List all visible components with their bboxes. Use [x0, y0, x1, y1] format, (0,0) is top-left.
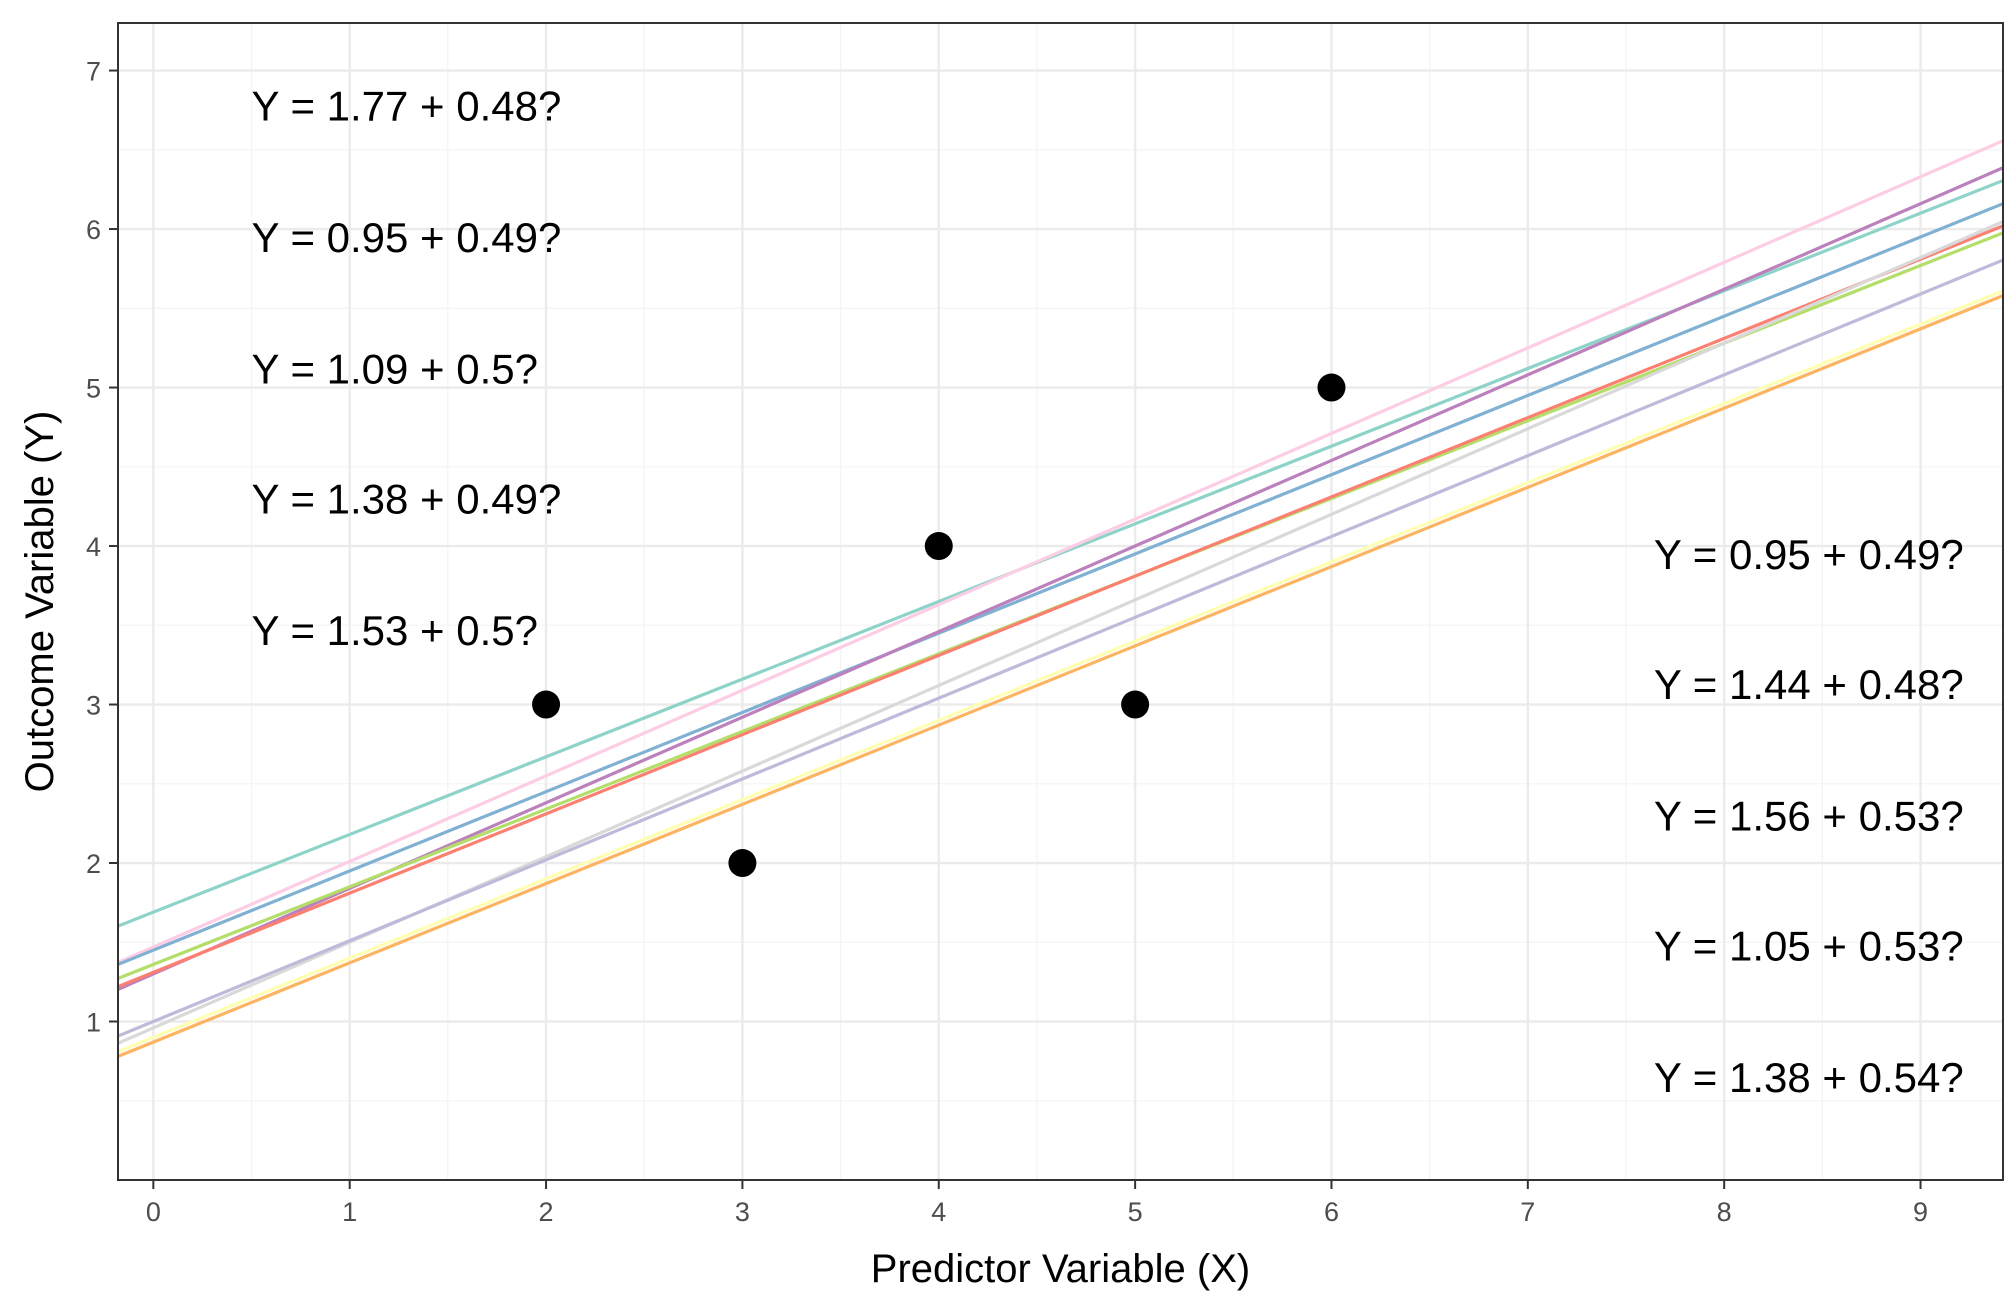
x-tick-label: 7: [1520, 1197, 1535, 1227]
grid-major: [118, 23, 2003, 1180]
x-tick-label: 6: [1324, 1197, 1339, 1227]
y-tick-label: 4: [86, 532, 101, 562]
regression-line: [118, 139, 2003, 964]
regression-line: [118, 258, 2003, 1038]
data-point: [532, 690, 561, 719]
y-tick-label: 1: [86, 1008, 101, 1038]
y-tick-label: 3: [86, 691, 101, 721]
y-tick-label: 6: [86, 215, 101, 245]
regression-line: [118, 294, 2003, 1058]
equation-label: Y = 1.38 + 0.49?: [252, 475, 562, 522]
x-tick-label: 4: [931, 1197, 946, 1227]
x-tick-label: 8: [1717, 1197, 1732, 1227]
equation-label: Y = 1.38 + 0.54?: [1654, 1054, 1964, 1101]
regression-line: [118, 166, 2003, 991]
data-point: [924, 532, 953, 561]
equation-label: Y = 1.09 + 0.5?: [252, 346, 538, 393]
x-tick-label: 1: [342, 1197, 357, 1227]
x-tick-label: 2: [539, 1197, 554, 1227]
x-tick-label: 0: [146, 1197, 161, 1227]
y-tick-label: 2: [86, 849, 101, 879]
equation-annotations: Y = 1.77 + 0.48? Y = 0.95 + 0.49? Y = 1.09…: [252, 82, 1964, 1101]
plot-panel: [118, 23, 2003, 1180]
panel-border: [117, 22, 2004, 1181]
regression-lines: [118, 139, 2003, 1058]
y-tick-label: 7: [86, 57, 101, 87]
regression-line: [118, 289, 2003, 1054]
data-point: [1121, 690, 1150, 719]
equation-label: Y = 1.05 + 0.53?: [1654, 922, 1964, 969]
data-points: [532, 373, 1346, 878]
x-axis-title: Predictor Variable (X): [871, 1247, 1250, 1291]
x-tick-label: 9: [1913, 1197, 1928, 1227]
equation-label: Y = 0.95 + 0.49?: [1654, 531, 1964, 578]
y-axis-ticks: 1 2 3 4 5 6 7: [86, 57, 118, 1038]
y-tick-label: 5: [86, 374, 101, 404]
x-tick-label: 3: [735, 1197, 750, 1227]
x-tick-label: 5: [1128, 1197, 1143, 1227]
y-axis-title: Outcome Variable (Y): [18, 411, 62, 793]
equation-label: Y = 0.95 + 0.49?: [252, 214, 562, 261]
data-point: [728, 849, 757, 878]
regression-line: [118, 202, 2003, 966]
regression-line: [118, 224, 2003, 989]
equation-label: Y = 1.77 + 0.48?: [252, 82, 562, 129]
equation-label: Y = 1.56 + 0.53?: [1654, 792, 1964, 839]
x-axis-ticks: 0 1 2 3 4 5 6 7 8 9: [146, 1180, 1928, 1227]
equation-label: Y = 1.53 + 0.5?: [252, 607, 538, 654]
equation-label: Y = 1.44 + 0.48?: [1654, 661, 1964, 708]
data-point: [1317, 373, 1346, 402]
